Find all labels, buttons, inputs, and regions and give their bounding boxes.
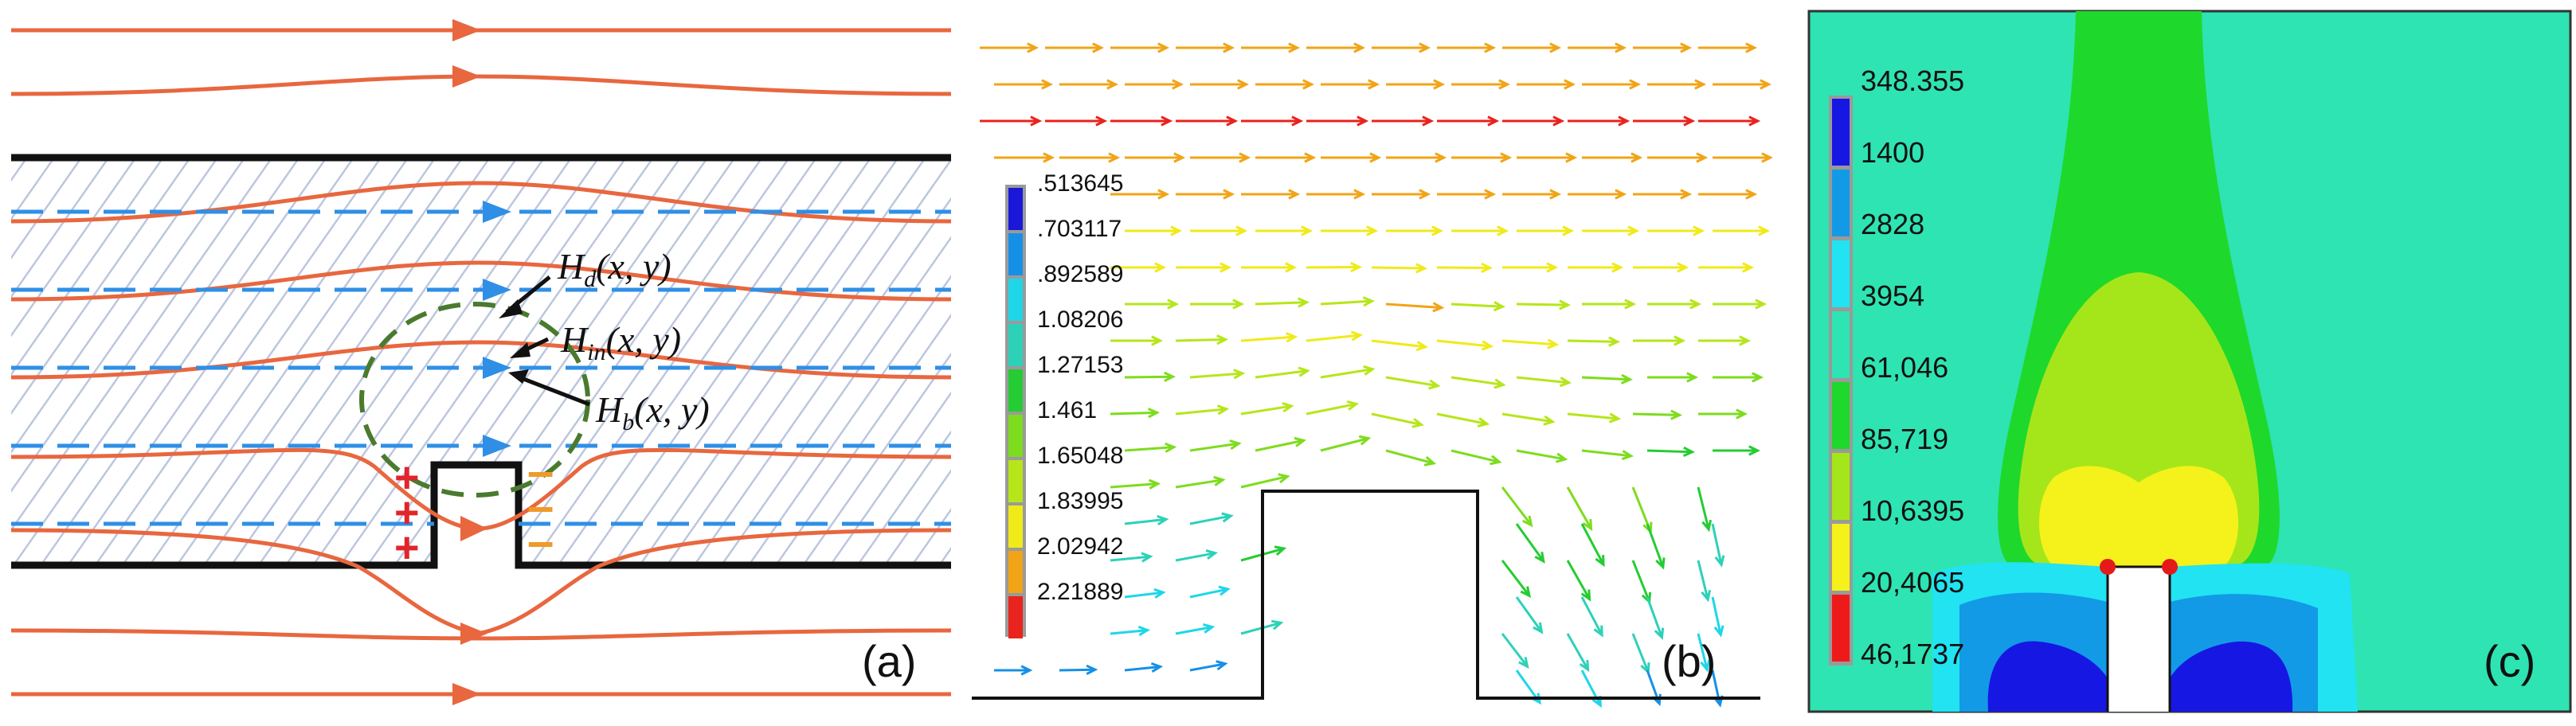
panel-c-tag: (c) — [2484, 636, 2535, 686]
equation-hin: Hin(x, y) — [560, 319, 681, 365]
colorbar-c-block — [1832, 595, 1850, 662]
field-arrow — [1568, 560, 1590, 599]
colorbar-c-block — [1832, 311, 1850, 378]
field-arrow — [1582, 597, 1602, 635]
field-arrow — [1582, 524, 1603, 564]
field-arrow — [1517, 524, 1544, 561]
cb-c-label: 10,6395 — [1861, 494, 1964, 527]
field-arrow — [1255, 302, 1307, 304]
panel-b-tag: (b) — [1662, 636, 1716, 686]
field-arrow — [1568, 634, 1588, 669]
field-arrow — [1517, 304, 1568, 305]
field-arrow — [1386, 451, 1434, 463]
panel-a-svg: Hd(x, y) Hin(x, y) Hb(x, y) + + + – – – … — [0, 0, 960, 722]
field-arrow — [1502, 487, 1531, 525]
colorbar-b-block — [1008, 233, 1023, 275]
defect-corner-right — [2162, 559, 2178, 575]
equation-hd: Hd(x, y) — [557, 246, 671, 292]
colorbar-c-block — [1832, 99, 1850, 166]
panel-c-contour-map: 348.355 1400 2828 3954 61,046 85,719 10,… — [1800, 0, 2576, 722]
colorbar-b-block — [1008, 505, 1023, 548]
field-arrow — [1568, 487, 1591, 529]
cb-c-label: 85,719 — [1861, 423, 1948, 455]
colorbar-c-block — [1832, 524, 1850, 591]
field-arrow — [1647, 451, 1693, 452]
colorbar-c-block — [1832, 170, 1850, 236]
field-arrow — [1176, 339, 1226, 341]
defect-slot-c-wide — [2111, 570, 2167, 710]
field-arrow — [1647, 524, 1663, 567]
flux-arrow — [452, 683, 481, 705]
cb-c-label: 61,046 — [1861, 351, 1948, 384]
field-arrow — [1502, 560, 1529, 595]
cb-b-label: 1.65048 — [1037, 443, 1123, 469]
flux-arrow — [452, 19, 481, 41]
colorbar-b-block — [1008, 551, 1023, 593]
cb-c-label: 1400 — [1861, 136, 1924, 169]
panel-a-tag: (a) — [862, 636, 916, 686]
field-arrow — [1568, 341, 1618, 342]
field-arrow — [1502, 341, 1556, 345]
colorbar-c-block — [1832, 382, 1850, 449]
cb-b-label: .892589 — [1037, 261, 1123, 287]
svg-text:–: – — [527, 514, 554, 568]
panel-a-schematic: Hd(x, y) Hin(x, y) Hb(x, y) + + + – – – … — [0, 0, 960, 722]
colorbar-b-block — [1008, 324, 1023, 366]
colorbar-b-block — [1008, 460, 1023, 502]
cb-b-label: 1.461 — [1037, 397, 1097, 424]
cb-c-label: 20,4065 — [1861, 566, 1964, 599]
defect-slot — [434, 465, 519, 568]
field-arrow — [1451, 377, 1503, 384]
defect-corner-left — [2100, 559, 2116, 575]
colorbar-b-block — [1008, 188, 1023, 230]
cb-b-label: 2.21889 — [1037, 579, 1123, 605]
field-arrow — [1582, 377, 1631, 380]
cb-b-label: 2.02942 — [1037, 533, 1123, 560]
cb-b-label: 1.83995 — [1037, 488, 1123, 514]
colorbar-b-block — [1008, 369, 1023, 412]
field-arrow — [1633, 560, 1650, 602]
field-arrow — [1321, 301, 1372, 304]
panel-b-vector-field: .513645 .703117 .892589 1.08206 1.27153 … — [972, 0, 1772, 722]
svg-text:+: + — [394, 524, 420, 572]
colorbar-c — [1829, 96, 1853, 666]
field-arrow — [1372, 267, 1425, 268]
cb-c-label: 3954 — [1861, 279, 1924, 312]
field-arrow — [1517, 597, 1541, 632]
colorbar-b — [1005, 185, 1026, 638]
field-arrow — [1255, 371, 1307, 377]
field-arrow — [1502, 634, 1527, 666]
colorbar-b-labels: .513645 .703117 .892589 1.08206 1.27153 … — [1037, 170, 1123, 605]
field-arrow — [1110, 412, 1157, 414]
colorbar-c-block — [1832, 453, 1850, 520]
colorbar-b-block — [1008, 279, 1023, 321]
cb-b-label: .703117 — [1037, 216, 1122, 242]
flux-arrow — [452, 65, 481, 88]
field-arrow — [1386, 304, 1442, 308]
flux-line-outer-2 — [11, 76, 951, 94]
field-arrow — [1372, 341, 1426, 347]
panel-b-svg: .513645 .703117 .892589 1.08206 1.27153 … — [972, 0, 1772, 722]
field-arrow — [1633, 414, 1680, 415]
equation-hb: Hb(x, y) — [595, 389, 710, 435]
cb-b-label: 1.08206 — [1037, 306, 1123, 333]
cb-c-label: 2828 — [1861, 208, 1924, 240]
panel-c-svg: 348.355 1400 2828 3954 61,046 85,719 10,… — [1800, 0, 2576, 722]
field-arrow — [1451, 304, 1503, 306]
minus-charges: – – – — [527, 444, 554, 568]
flux-arrow — [460, 623, 487, 645]
cb-b-label: 1.27153 — [1037, 352, 1123, 378]
colorbar-b-block — [1008, 596, 1023, 638]
cb-b-label: .513645 — [1037, 170, 1123, 197]
colorbar-c-block — [1832, 240, 1850, 307]
cb-c-label: 348.355 — [1861, 64, 1964, 97]
cb-c-label: 46,1737 — [1861, 638, 1964, 670]
field-arrow — [1582, 670, 1600, 705]
field-arrow — [1059, 669, 1095, 670]
colorbar-b-block — [1008, 415, 1023, 457]
plus-charges: + + + — [394, 454, 420, 572]
